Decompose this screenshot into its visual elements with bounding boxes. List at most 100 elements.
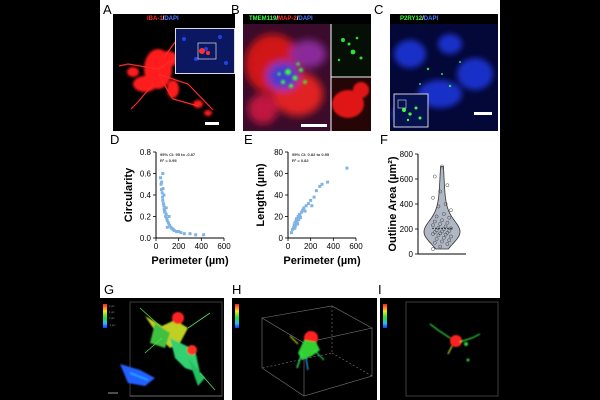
data-point [438, 222, 443, 226]
y-tick-label: 60 [274, 170, 283, 179]
scale-bar-c [474, 112, 492, 115]
y-axis-label: Circularity [123, 167, 135, 222]
data-point [289, 231, 293, 235]
x-tick-label: 600 [217, 242, 231, 251]
data-point [297, 218, 301, 222]
data-point [161, 172, 165, 175]
panel-letter-h: H [232, 282, 242, 297]
channel-label-segment: P2RY12 [400, 16, 423, 22]
data-point [441, 227, 446, 231]
legend-ci: 95% CI: 95 to -0.87 [160, 152, 196, 157]
y-tick-label: 0.6 [140, 170, 152, 179]
data-point [298, 216, 302, 220]
data-point [445, 183, 450, 188]
x-tick-label: 0 [154, 242, 159, 251]
data-point [441, 212, 446, 216]
channel-label-segment: MAP-2 [278, 16, 297, 22]
svg-text:-1 µm: -1 µm [109, 324, 115, 327]
data-point [301, 208, 305, 212]
data-point [303, 209, 307, 213]
data-point [434, 237, 439, 241]
y-tick-label: 80 [274, 148, 283, 157]
data-point [438, 244, 443, 249]
panel-letter-d: D [110, 132, 120, 147]
micrograph-a: IBA-1/DAPI [113, 14, 235, 131]
data-point [298, 213, 302, 217]
chart-d: 0.0 0.2 0.4 0.6 0.8 0 200 400 600 95% CI: 95 to -… [123, 148, 231, 267]
data-point [295, 217, 298, 221]
data-point [445, 242, 450, 246]
render-3d-h [232, 298, 377, 400]
data-point [165, 217, 169, 221]
micrograph-b: TMEM119/MAP-2/DAPI [243, 14, 371, 131]
data-point [167, 215, 171, 218]
y-axis-label: Length (µm) [255, 163, 267, 226]
data-point [447, 215, 452, 220]
data-point [440, 229, 444, 234]
legend-r2: R² = 0.82 [292, 158, 309, 163]
legend-r2: R² = 0.95 [160, 158, 177, 163]
legend-ci: 95% CI: 0.82 to 0.95 [292, 152, 330, 157]
data-point [432, 240, 437, 245]
inset-a [175, 28, 235, 74]
data-point [194, 233, 198, 237]
y-tick-label: 0.4 [140, 191, 152, 200]
data-point [312, 195, 316, 199]
channel-label-segment: IBA-1 [147, 16, 163, 22]
x-tick-label: 0 [286, 242, 291, 251]
channel-label-segment: / [296, 16, 299, 22]
data-point [302, 206, 306, 210]
x-tick-label: 200 [172, 242, 186, 251]
data-point [291, 227, 295, 231]
data-point [436, 225, 441, 230]
data-point [434, 214, 439, 219]
panel-letter-a: A [103, 2, 112, 17]
channel-label-segment: DAPI [423, 16, 439, 22]
y-tick-label: 800 [400, 150, 414, 159]
data-point [293, 226, 297, 230]
data-point [432, 219, 437, 224]
data-point [164, 212, 168, 216]
scale-bar-a [205, 122, 219, 125]
figure: A IBA-1/DAPI [100, 0, 500, 400]
data-point [304, 204, 308, 208]
panel-letter-b: B [231, 2, 240, 17]
channel-label-c: P2RY12/DAPI [400, 16, 438, 22]
data-point [188, 232, 192, 236]
y-tick-label: 0 [279, 234, 284, 243]
y-tick-label: 40 [274, 191, 283, 200]
y-tick-label: 20 [274, 213, 283, 222]
channel-label-segment: / [422, 16, 424, 22]
panel-letter-i: I [378, 282, 382, 297]
data-point [165, 225, 169, 229]
data-point [293, 221, 297, 225]
x-tick-label: 400 [195, 242, 209, 251]
data-point [172, 228, 176, 232]
y-tick-label: 600 [400, 175, 414, 184]
panel-letter-g: G [104, 282, 115, 297]
data-point [449, 234, 453, 239]
render-3d-i [380, 298, 500, 400]
micrograph-c: P2RY12/DAPI [390, 14, 498, 131]
data-point [162, 204, 166, 208]
data-point [440, 218, 444, 223]
panel-letter-c: C [374, 2, 384, 17]
data-point [174, 230, 178, 234]
y-tick-label: 400 [400, 200, 414, 209]
svg-text:2 µm: 2 µm [109, 305, 115, 308]
micrograph-b-image [243, 24, 371, 131]
chart-e: 0 20 40 60 80 0 200 400 600 95% CI: 0.82 to 0.95R… [255, 148, 363, 267]
data-point [449, 226, 453, 231]
data-point [447, 229, 452, 233]
channel-label-segment: / [276, 16, 279, 22]
data-point [438, 189, 443, 194]
data-point [162, 193, 166, 197]
data-point [320, 182, 324, 186]
data-point [326, 180, 330, 184]
x-tick-label: 400 [327, 242, 341, 251]
data-point [309, 198, 313, 202]
data-point [296, 215, 300, 218]
data-point [295, 220, 299, 224]
data-point [318, 184, 322, 188]
